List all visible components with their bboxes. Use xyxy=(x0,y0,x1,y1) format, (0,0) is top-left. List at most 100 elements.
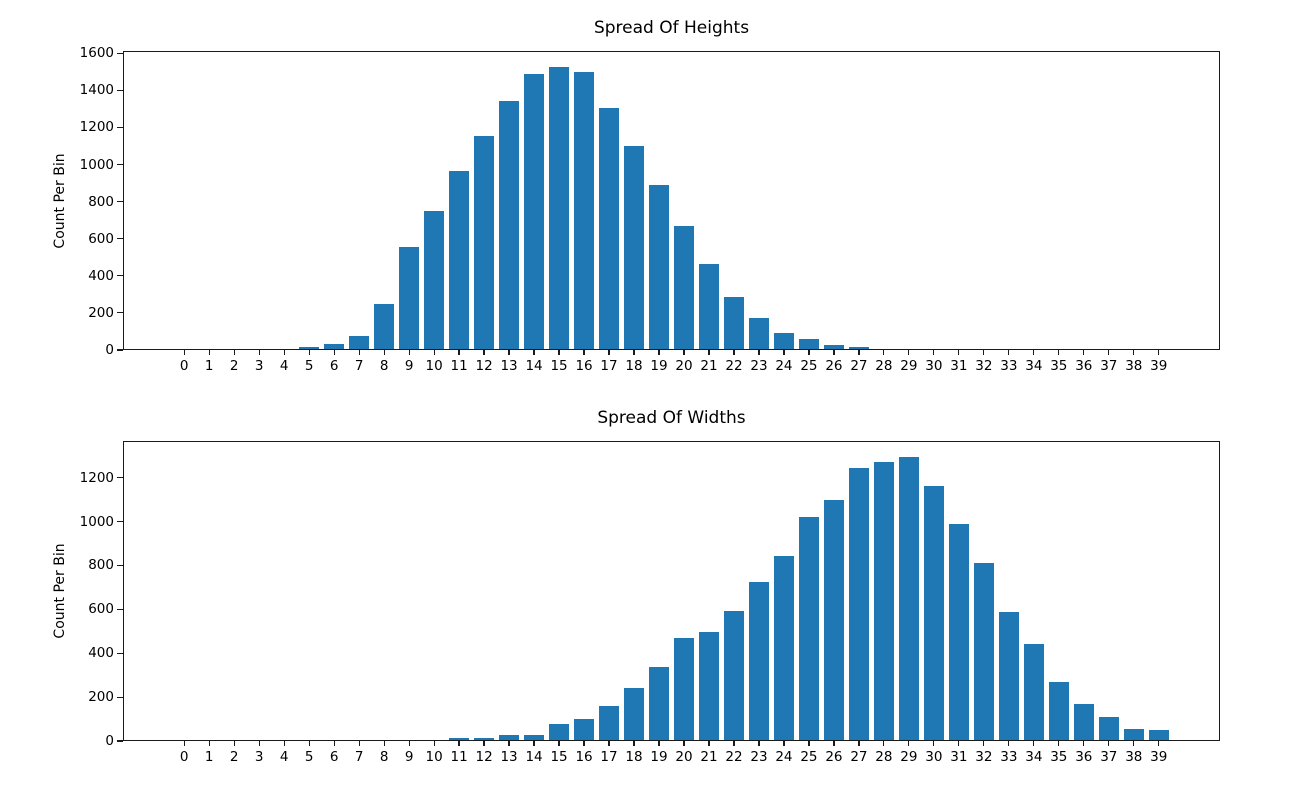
bar-bin-37 xyxy=(1098,717,1119,740)
x-tick-label: 3 xyxy=(254,358,264,374)
x-tick-label: 25 xyxy=(800,358,818,374)
y-tick-label: 1600 xyxy=(79,45,114,62)
x-tick xyxy=(758,350,760,355)
x-tick xyxy=(283,741,285,746)
x-tick xyxy=(233,350,235,355)
x-tick-label: 16 xyxy=(575,749,593,765)
x-tick xyxy=(1108,741,1110,746)
x-tick xyxy=(983,741,985,746)
x-tick-label: 30 xyxy=(925,749,943,765)
x-tick-label: 5 xyxy=(304,358,314,374)
x-tick xyxy=(1058,350,1060,355)
x-tick xyxy=(183,350,185,355)
x-tick-label: 18 xyxy=(625,358,643,374)
x-tick xyxy=(458,350,460,355)
x-tick-label: 0 xyxy=(179,358,189,374)
x-tick-label: 8 xyxy=(379,358,389,374)
x-tick-label: 4 xyxy=(279,749,289,765)
x-tick xyxy=(408,350,410,355)
x-tick xyxy=(533,741,535,746)
y-tick-label: 200 xyxy=(88,689,114,706)
y-tick xyxy=(117,349,123,351)
y-tick-label: 400 xyxy=(88,267,114,284)
x-tick xyxy=(1133,350,1135,355)
x-tick-label: 18 xyxy=(625,749,643,765)
plot-area xyxy=(123,441,1220,741)
x-tick xyxy=(658,350,660,355)
x-tick-label: 26 xyxy=(825,358,843,374)
x-tick xyxy=(783,741,785,746)
x-tick-label: 33 xyxy=(1000,358,1018,374)
bar-bin-11 xyxy=(448,738,469,740)
x-tick xyxy=(483,741,485,746)
x-tick-label: 21 xyxy=(700,749,718,765)
x-tick xyxy=(958,741,960,746)
x-tick-label: 36 xyxy=(1075,749,1093,765)
bar-bin-18 xyxy=(623,145,644,349)
bar-bin-27 xyxy=(848,468,869,740)
x-tick xyxy=(1008,741,1010,746)
y-tick xyxy=(117,520,123,523)
x-tick xyxy=(433,350,435,355)
x-tick xyxy=(858,741,860,746)
x-tick-label: 20 xyxy=(675,358,693,374)
x-tick xyxy=(758,741,760,746)
x-tick-label: 36 xyxy=(1075,358,1093,374)
x-tick xyxy=(608,350,610,355)
x-tick xyxy=(433,741,435,746)
x-tick xyxy=(583,350,585,355)
x-tick-label: 21 xyxy=(700,358,718,374)
x-tick-label: 1 xyxy=(204,749,214,765)
bar-bin-31 xyxy=(948,524,969,740)
x-tick xyxy=(258,350,260,355)
bar-bin-10 xyxy=(423,211,444,349)
x-tick xyxy=(883,350,885,355)
bar-bin-16 xyxy=(573,71,594,349)
y-tick-label: 0 xyxy=(105,733,114,749)
x-tick-label: 9 xyxy=(404,749,414,765)
bar-bin-30 xyxy=(923,486,944,740)
y-tick-label: 400 xyxy=(88,645,114,662)
y-tick xyxy=(117,608,123,610)
bar-bin-18 xyxy=(623,687,644,740)
bar-bin-15 xyxy=(548,66,569,349)
bar-bin-21 xyxy=(698,631,719,740)
x-tick xyxy=(308,741,310,746)
bar-bin-7 xyxy=(348,336,369,349)
x-tick-label: 19 xyxy=(650,749,668,765)
x-tick-label: 14 xyxy=(525,358,543,374)
x-tick xyxy=(208,741,210,746)
bar-bin-5 xyxy=(298,346,319,349)
x-tick xyxy=(258,741,260,746)
x-tick xyxy=(808,741,810,746)
y-tick-label: 1400 xyxy=(79,82,114,99)
x-tick-label: 31 xyxy=(950,358,968,374)
bar-bin-13 xyxy=(498,734,519,740)
x-tick-label: 29 xyxy=(900,358,918,374)
x-tick xyxy=(833,350,835,355)
bar-bin-32 xyxy=(973,562,994,740)
x-tick-label: 6 xyxy=(329,749,339,765)
x-tick-label: 29 xyxy=(900,749,918,765)
bar-bin-36 xyxy=(1073,704,1094,740)
x-tick xyxy=(708,741,710,746)
y-tick xyxy=(117,696,123,698)
y-tick-label: 200 xyxy=(88,304,114,321)
bar-bin-12 xyxy=(473,738,494,740)
x-tick-label: 30 xyxy=(925,358,943,374)
bar-bin-8 xyxy=(373,303,394,349)
x-tick xyxy=(1008,350,1010,355)
x-tick xyxy=(408,741,410,746)
x-tick-label: 39 xyxy=(1150,749,1168,765)
bar-bin-34 xyxy=(1023,643,1044,740)
x-tick-label: 0 xyxy=(179,749,189,765)
x-tick-label: 15 xyxy=(550,749,568,765)
y-tick xyxy=(117,126,123,128)
x-tick-label: 38 xyxy=(1125,749,1143,765)
x-tick-label: 8 xyxy=(379,749,389,765)
x-tick-label: 13 xyxy=(500,358,518,374)
x-tick-label: 26 xyxy=(825,749,843,765)
x-tick-label: 10 xyxy=(425,749,443,765)
x-tick xyxy=(733,741,735,746)
